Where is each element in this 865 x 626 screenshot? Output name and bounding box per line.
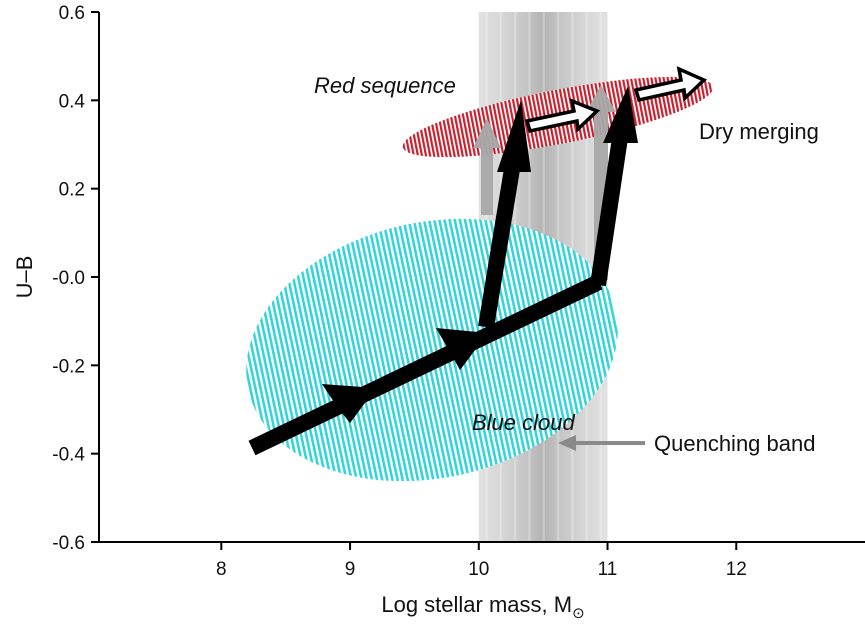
- quenching-pointer-head: [558, 435, 576, 451]
- x-tick-label: 10: [468, 559, 489, 580]
- blue-cloud-label: Blue cloud: [472, 410, 576, 435]
- quenching-band-label: Quenching band: [654, 431, 815, 456]
- track-branch-right-head: [603, 86, 638, 143]
- x-axis-title: Log stellar mass, M⊙: [381, 592, 584, 622]
- red-sequence-label: Red sequence: [314, 73, 456, 98]
- track-branch-left: [478, 161, 521, 329]
- track-main-line: [248, 274, 603, 456]
- track-arrowhead-2: [436, 328, 488, 370]
- dry-merging-label: Dry merging: [699, 119, 819, 144]
- x-tick-label: 12: [726, 559, 747, 580]
- quenching-pointer: [558, 435, 645, 451]
- x-ticks: 8 9 10 11 12: [216, 542, 747, 580]
- dry-merge-arrow-1: [524, 98, 601, 134]
- evolution-track: [248, 86, 638, 456]
- y-ticks: 0.6 0.4 0.2 -0.0 -0.2 -0.4 -0.6: [52, 3, 99, 554]
- quench-arrow-right: [586, 85, 616, 280]
- dry-merge-arrow-2: [633, 66, 708, 103]
- x-tick-label: 8: [216, 559, 227, 580]
- blue-cloud-region: [246, 218, 618, 482]
- x-tick-label: 11: [598, 559, 618, 580]
- quench-arrow-left: [473, 118, 501, 215]
- y-tick-label: 0.4: [59, 91, 86, 112]
- y-tick-label: -0.0: [52, 268, 85, 289]
- y-tick-label: -0.2: [52, 356, 85, 377]
- quenching-arrows: [473, 85, 616, 280]
- x-tick-label: 9: [345, 559, 356, 580]
- dry-merging-arrows: [524, 66, 708, 134]
- track-branch-right: [590, 136, 628, 287]
- y-tick-label: 0.2: [59, 180, 85, 201]
- track-branch-left-head: [497, 100, 531, 172]
- y-axis-title: U–B: [12, 256, 37, 299]
- y-tick-label: -0.4: [52, 445, 85, 466]
- y-tick-label: 0.6: [59, 3, 85, 24]
- y-tick-label: -0.6: [52, 533, 85, 554]
- track-arrowhead-1: [322, 384, 376, 423]
